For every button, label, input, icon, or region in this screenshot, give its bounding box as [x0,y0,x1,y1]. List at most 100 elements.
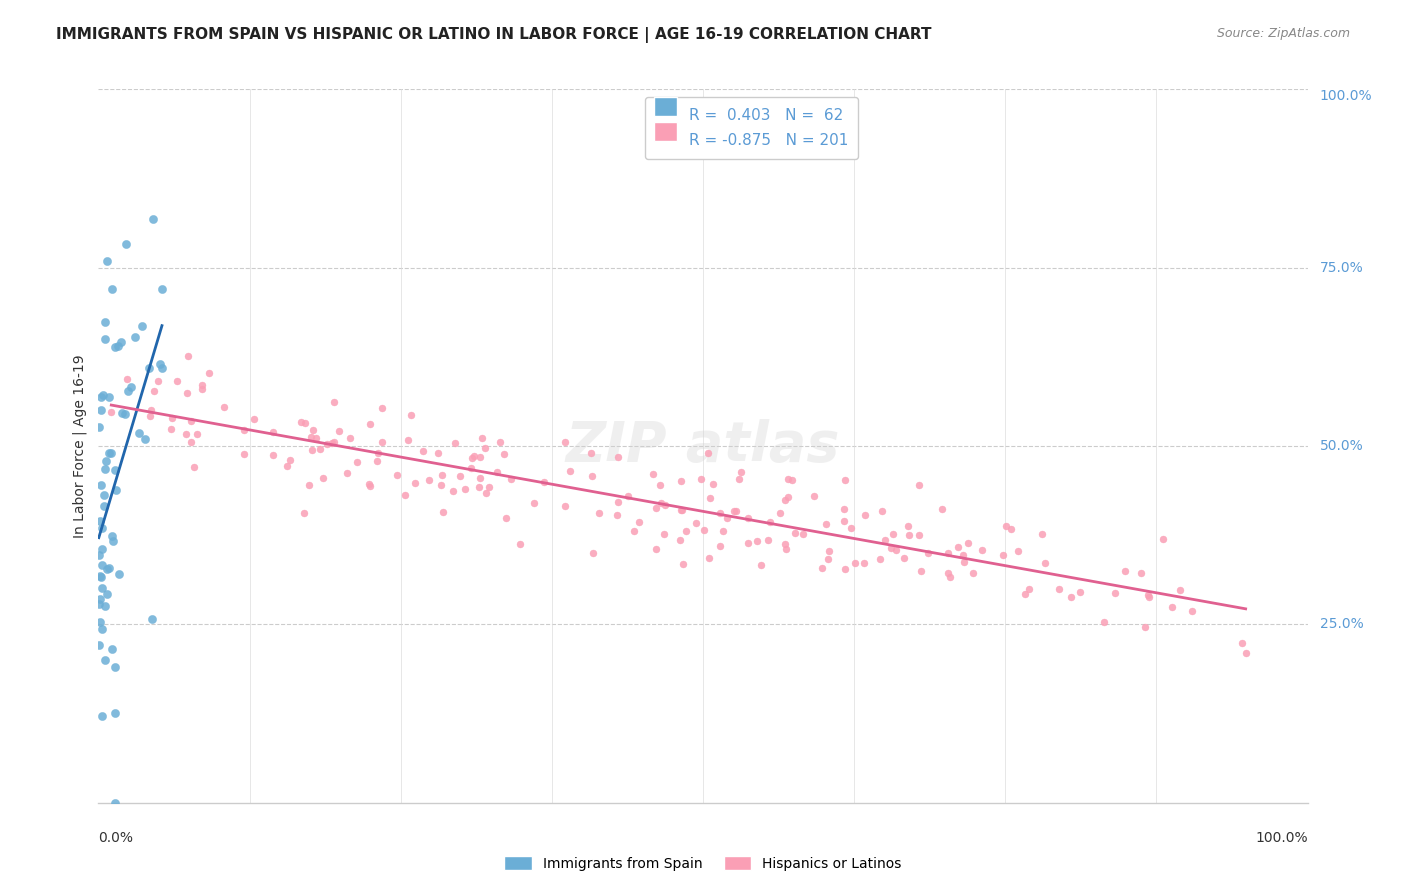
Point [652,527,675,541]
Point [1152,533,1174,547]
Point [90,477,112,491]
Point [468,479,491,493]
Point [454,483,477,497]
Point [418,473,440,487]
Point [427,446,450,460]
Point [166,374,188,388]
Text: 75.0%: 75.0% [1320,260,1364,275]
Point [907,528,929,542]
Point [100,529,122,543]
Point [142,211,165,226]
Point [301,430,323,444]
Point [671,502,693,516]
Point [322,395,344,409]
Point [780,473,803,487]
Point [582,546,605,560]
Point [143,384,166,398]
Point [495,511,517,525]
Point [371,401,394,415]
Point [232,447,254,461]
Point [449,469,471,483]
Point [870,504,893,518]
Point [897,519,920,533]
Point [832,502,855,516]
Point [893,551,915,566]
Point [1139,591,1161,605]
Point [468,471,491,485]
Point [533,475,555,490]
Point [316,436,339,450]
Point [470,450,492,465]
Point [180,414,202,428]
Point [869,552,891,566]
Point [1234,646,1257,660]
Point [111,406,134,420]
Point [650,495,672,509]
Point [276,458,298,473]
Point [880,541,903,556]
Point [120,380,142,394]
Point [150,282,173,296]
Point [685,516,707,530]
Point [91,542,114,557]
Point [697,446,720,460]
Point [91,709,114,723]
Point [176,386,198,401]
Point [346,454,368,468]
Point [262,448,284,462]
Point [606,508,628,522]
Point [853,508,876,522]
Point [1104,586,1126,600]
Point [89,514,111,528]
Point [669,533,692,547]
Text: 50.0%: 50.0% [1320,439,1364,453]
Point [385,467,408,482]
Point [645,542,668,557]
Point [814,517,837,532]
Point [96,587,118,601]
Point [91,521,114,535]
Point [159,422,181,436]
Point [104,483,127,497]
Point [692,523,714,537]
Point [803,489,825,503]
Point [107,338,129,352]
Point [96,254,118,268]
Point [844,556,866,570]
Point [1060,590,1083,604]
Point [485,465,508,479]
Point [96,562,118,576]
Point [711,524,734,539]
Point [304,430,326,444]
Point [87,639,110,653]
Point [834,562,856,576]
Point [936,546,959,560]
Point [367,446,389,460]
Point [690,472,713,486]
Point [834,473,856,487]
Point [1161,599,1184,614]
Point [769,506,792,520]
Point [1114,564,1136,578]
Point [627,515,650,529]
Point [98,446,121,460]
Point [1069,585,1091,599]
Point [89,591,111,606]
Point [94,653,117,667]
Point [174,426,197,441]
Point [1047,582,1070,597]
Point [554,500,576,514]
Point [709,539,731,553]
Point [792,527,814,541]
Point [108,566,131,581]
Point [1018,582,1040,596]
Point [773,537,796,551]
Point [183,460,205,475]
Text: 100.0%: 100.0% [1320,89,1372,103]
Point [115,372,138,386]
Point [104,463,127,477]
Point [294,417,316,431]
Point [474,486,496,500]
Point [817,552,839,566]
Point [91,622,114,636]
